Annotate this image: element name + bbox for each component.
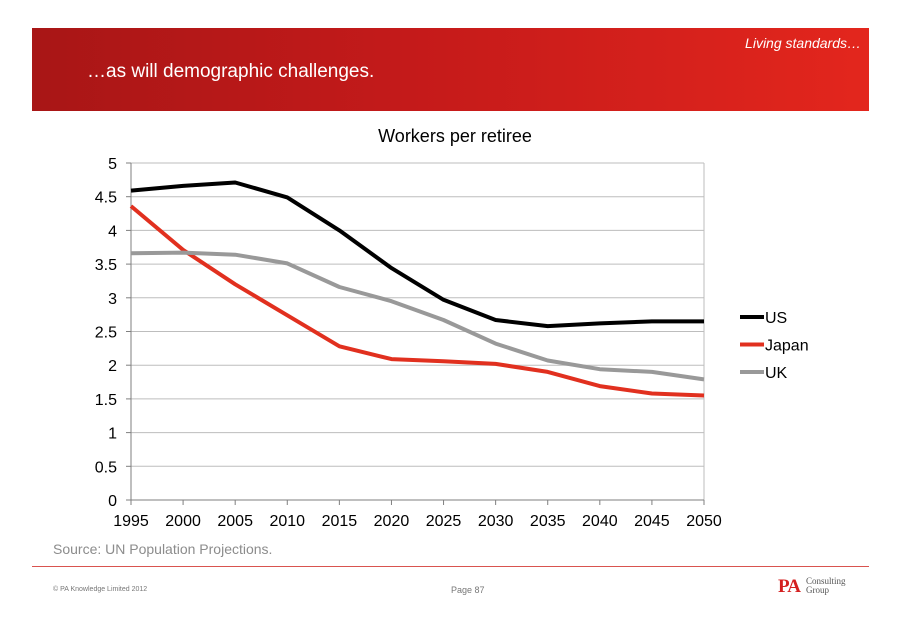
y-tick-label: 3.5 <box>95 257 117 274</box>
y-tick-label: 4.5 <box>95 190 117 207</box>
y-tick-label: 5 <box>108 156 117 173</box>
logo-wordmark: Consulting Group <box>806 577 846 595</box>
legend: US Japan UK <box>740 310 809 382</box>
series-line-japan <box>129 204 705 398</box>
legend-label: US <box>765 310 787 327</box>
logo-line-2: Group <box>806 585 829 595</box>
section-label: Living standards… <box>745 35 861 51</box>
series-line-uk <box>130 250 705 382</box>
legend-label: Japan <box>765 338 809 355</box>
x-tick-label: 2020 <box>374 513 410 530</box>
y-tick-label: 0.5 <box>95 459 117 476</box>
x-tick-label: 2035 <box>530 513 566 530</box>
logo-mark: PA <box>778 576 801 597</box>
y-tick-label: 2 <box>108 358 117 375</box>
legend-label: UK <box>765 365 788 382</box>
source-note: Source: UN Population Projections. <box>53 541 273 557</box>
y-tick-label: 0 <box>108 493 117 510</box>
x-tick-label: 2030 <box>478 513 514 530</box>
logo-line-1: Consulting <box>806 576 846 586</box>
gridlines <box>131 162 705 500</box>
series-line-us <box>130 180 704 329</box>
y-tick-label: 4 <box>108 223 117 240</box>
x-tick-label: 2045 <box>634 513 670 530</box>
x-tick-label: 2000 <box>165 513 201 530</box>
axes: 0 0.5 1 1.5 2 2.5 3 3.5 4 4.5 5 1995 2000 2005 2010 201… <box>95 156 722 530</box>
y-tick-label: 1.5 <box>95 392 117 409</box>
pa-consulting-logo: PA Consulting Group <box>778 576 854 598</box>
x-tick-label: 2005 <box>217 513 253 530</box>
copyright-text: © PA Knowledge Limited 2012 <box>53 586 148 593</box>
y-tick-label: 3 <box>108 291 117 308</box>
x-tick-label: 1995 <box>113 513 149 530</box>
y-tick-label: 1 <box>108 426 117 443</box>
chart-title: Workers per retiree <box>378 126 532 146</box>
series-lines <box>129 180 705 398</box>
page-number: Page 87 <box>451 585 485 595</box>
slide-title: …as will demographic challenges. <box>87 61 375 82</box>
x-tick-label: 2050 <box>686 513 722 530</box>
x-tick-label: 2040 <box>582 513 618 530</box>
y-tick-label: 2.5 <box>95 325 117 342</box>
header-banner: Living standards… …as will demographic c… <box>32 28 869 111</box>
x-tick-label: 2010 <box>269 513 305 530</box>
x-tick-label: 2015 <box>322 513 358 530</box>
x-tick-label: 2025 <box>426 513 462 530</box>
footer-divider <box>32 566 869 567</box>
